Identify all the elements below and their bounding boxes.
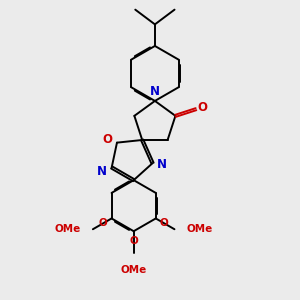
Text: OMe: OMe — [186, 224, 212, 234]
Text: OMe: OMe — [55, 224, 81, 234]
Text: O: O — [102, 133, 112, 146]
Text: O: O — [129, 236, 138, 246]
Text: N: N — [97, 165, 107, 178]
Text: N: N — [158, 158, 167, 171]
Text: OMe: OMe — [121, 265, 147, 275]
Text: O: O — [198, 101, 208, 114]
Text: O: O — [160, 218, 169, 228]
Text: N: N — [150, 85, 160, 98]
Text: O: O — [99, 218, 107, 228]
